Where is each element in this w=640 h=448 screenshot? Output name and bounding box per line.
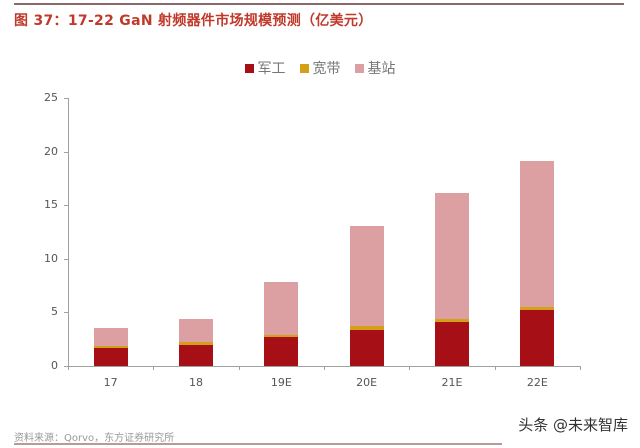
legend-swatch-military (244, 63, 254, 73)
y-tick-label: 0 (51, 359, 58, 372)
y-tick (64, 258, 68, 260)
chart-legend: 军工 宽带 基站 (0, 58, 640, 78)
bar-17 (93, 328, 128, 366)
legend-label-broadband: 宽带 (312, 61, 341, 77)
bar-segment-military (264, 337, 299, 366)
bar-22E (520, 161, 555, 366)
y-tick (64, 151, 68, 153)
bar-18 (179, 318, 213, 366)
y-tick (64, 312, 68, 314)
bar-19E (264, 282, 299, 366)
y-tick (64, 366, 68, 367)
bar-segment-military (93, 347, 128, 366)
bar-segment-broadband (264, 334, 299, 338)
y-tick-label: 25 (44, 91, 58, 104)
legend-swatch-broadband (299, 63, 309, 73)
legend-label-base-station: 基站 (367, 61, 396, 77)
y-tick (64, 98, 68, 99)
y-tick-label: 5 (51, 305, 58, 319)
x-tick-label: 19E (270, 376, 292, 389)
bar-segment-broadband (435, 318, 469, 323)
bar-segment-military (435, 322, 469, 366)
y-axis (68, 98, 69, 366)
legend-item-military: 军工 (244, 58, 286, 78)
x-tick (68, 366, 69, 370)
bar-segment-military (520, 310, 555, 366)
x-tick-label: 17 (103, 376, 118, 389)
bar-segment-base-station (93, 328, 128, 346)
bar-20E (349, 225, 384, 366)
x-tick (324, 366, 325, 370)
bar-segment-military (179, 344, 213, 366)
bar-segment-base-station (435, 193, 469, 319)
bar-segment-base-station (264, 282, 299, 335)
legend-swatch-base-station (354, 63, 364, 73)
plot-area: 0 5 10 15 20 25 17 18 19E 20E 21E 22E (44, 91, 581, 389)
x-tick (153, 366, 155, 370)
x-tick (238, 366, 240, 370)
y-tick (64, 205, 68, 207)
x-tick (580, 366, 581, 370)
bar-segment-broadband (179, 342, 213, 345)
legend-item-base-station: 基站 (354, 58, 396, 78)
figure-title: 图 37：17-22 GaN 射频器件市场规模预测（亿美元） (14, 13, 373, 29)
bar-21E (435, 193, 469, 366)
x-tick-label: 21E (441, 376, 463, 389)
x-tick-label: 22E (526, 376, 548, 389)
top-rule (14, 3, 624, 5)
y-tick-label: 20 (44, 144, 58, 158)
y-tick-label: 15 (44, 198, 58, 212)
legend-label-military: 军工 (257, 61, 286, 77)
bar-segment-broadband (93, 345, 128, 348)
legend-item-broadband: 宽带 (299, 58, 341, 78)
y-tick-label: 10 (44, 251, 58, 265)
bar-segment-base-station (179, 318, 213, 343)
bar-segment-broadband (349, 326, 384, 330)
footer-rule (14, 443, 502, 445)
bar-segment-broadband (520, 307, 555, 311)
x-tick-label: 20E (356, 376, 378, 389)
x-tick (409, 366, 411, 370)
bar-segment-base-station (520, 161, 555, 308)
bar-segment-base-station (349, 225, 384, 327)
source-note: 资料来源：Qorvo，东方证券研究所 (14, 433, 175, 444)
bar-segment-military (349, 329, 384, 366)
x-tick (494, 366, 496, 370)
watermark: 头条 @未来智库 (518, 416, 628, 434)
x-tick-label: 18 (189, 376, 203, 389)
